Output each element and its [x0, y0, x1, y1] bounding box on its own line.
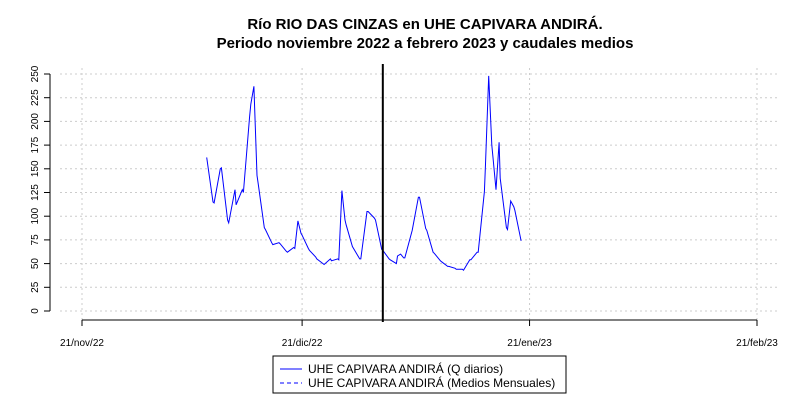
chart-title: Río RIO DAS CINZAS en UHE CAPIVARA ANDIR… — [247, 16, 602, 33]
grid — [60, 68, 780, 320]
y-tick-label: 75 — [30, 234, 41, 246]
legend: UHE CAPIVARA ANDIRÁ (Q diarios) UHE CAPI… — [272, 355, 567, 394]
x-tick-label: 21/ene/23 — [507, 338, 552, 349]
y-tick-label: 175 — [30, 136, 41, 153]
series-line-0 — [206, 75, 522, 271]
y-tick-label: 150 — [30, 160, 41, 177]
legend-label-monthly: UHE CAPIVARA ANDIRÁ (Medios Mensuales) — [308, 375, 555, 390]
y-tick-label: 225 — [30, 89, 41, 106]
y-tick-label: 25 — [30, 281, 41, 293]
x-tick-label: 21/feb/23 — [736, 338, 778, 349]
y-tick-label: 0 — [30, 308, 41, 314]
legend-label-daily: UHE CAPIVARA ANDIRÁ (Q diarios) — [308, 361, 503, 376]
y-tick-label: 200 — [30, 113, 41, 130]
chart-subtitle: Periodo noviembre 2022 a febrero 2023 y … — [217, 35, 634, 52]
series-layer — [206, 75, 522, 271]
y-tick-label: 100 — [30, 207, 41, 224]
x-tick-label: 21/nov/22 — [60, 338, 104, 349]
x-axis: 21/nov/22 21/dic/22 21/ene/23 21/feb/23 — [60, 319, 778, 349]
y-tick-label: 125 — [30, 184, 41, 201]
legend-box — [272, 355, 567, 394]
y-tick-label: 250 — [30, 65, 41, 82]
y-axis: 0 25 50 75 100 125 150 175 200 225 250 — [30, 65, 51, 314]
y-tick-label: 50 — [30, 258, 41, 270]
x-tick-label: 21/dic/22 — [282, 338, 323, 349]
